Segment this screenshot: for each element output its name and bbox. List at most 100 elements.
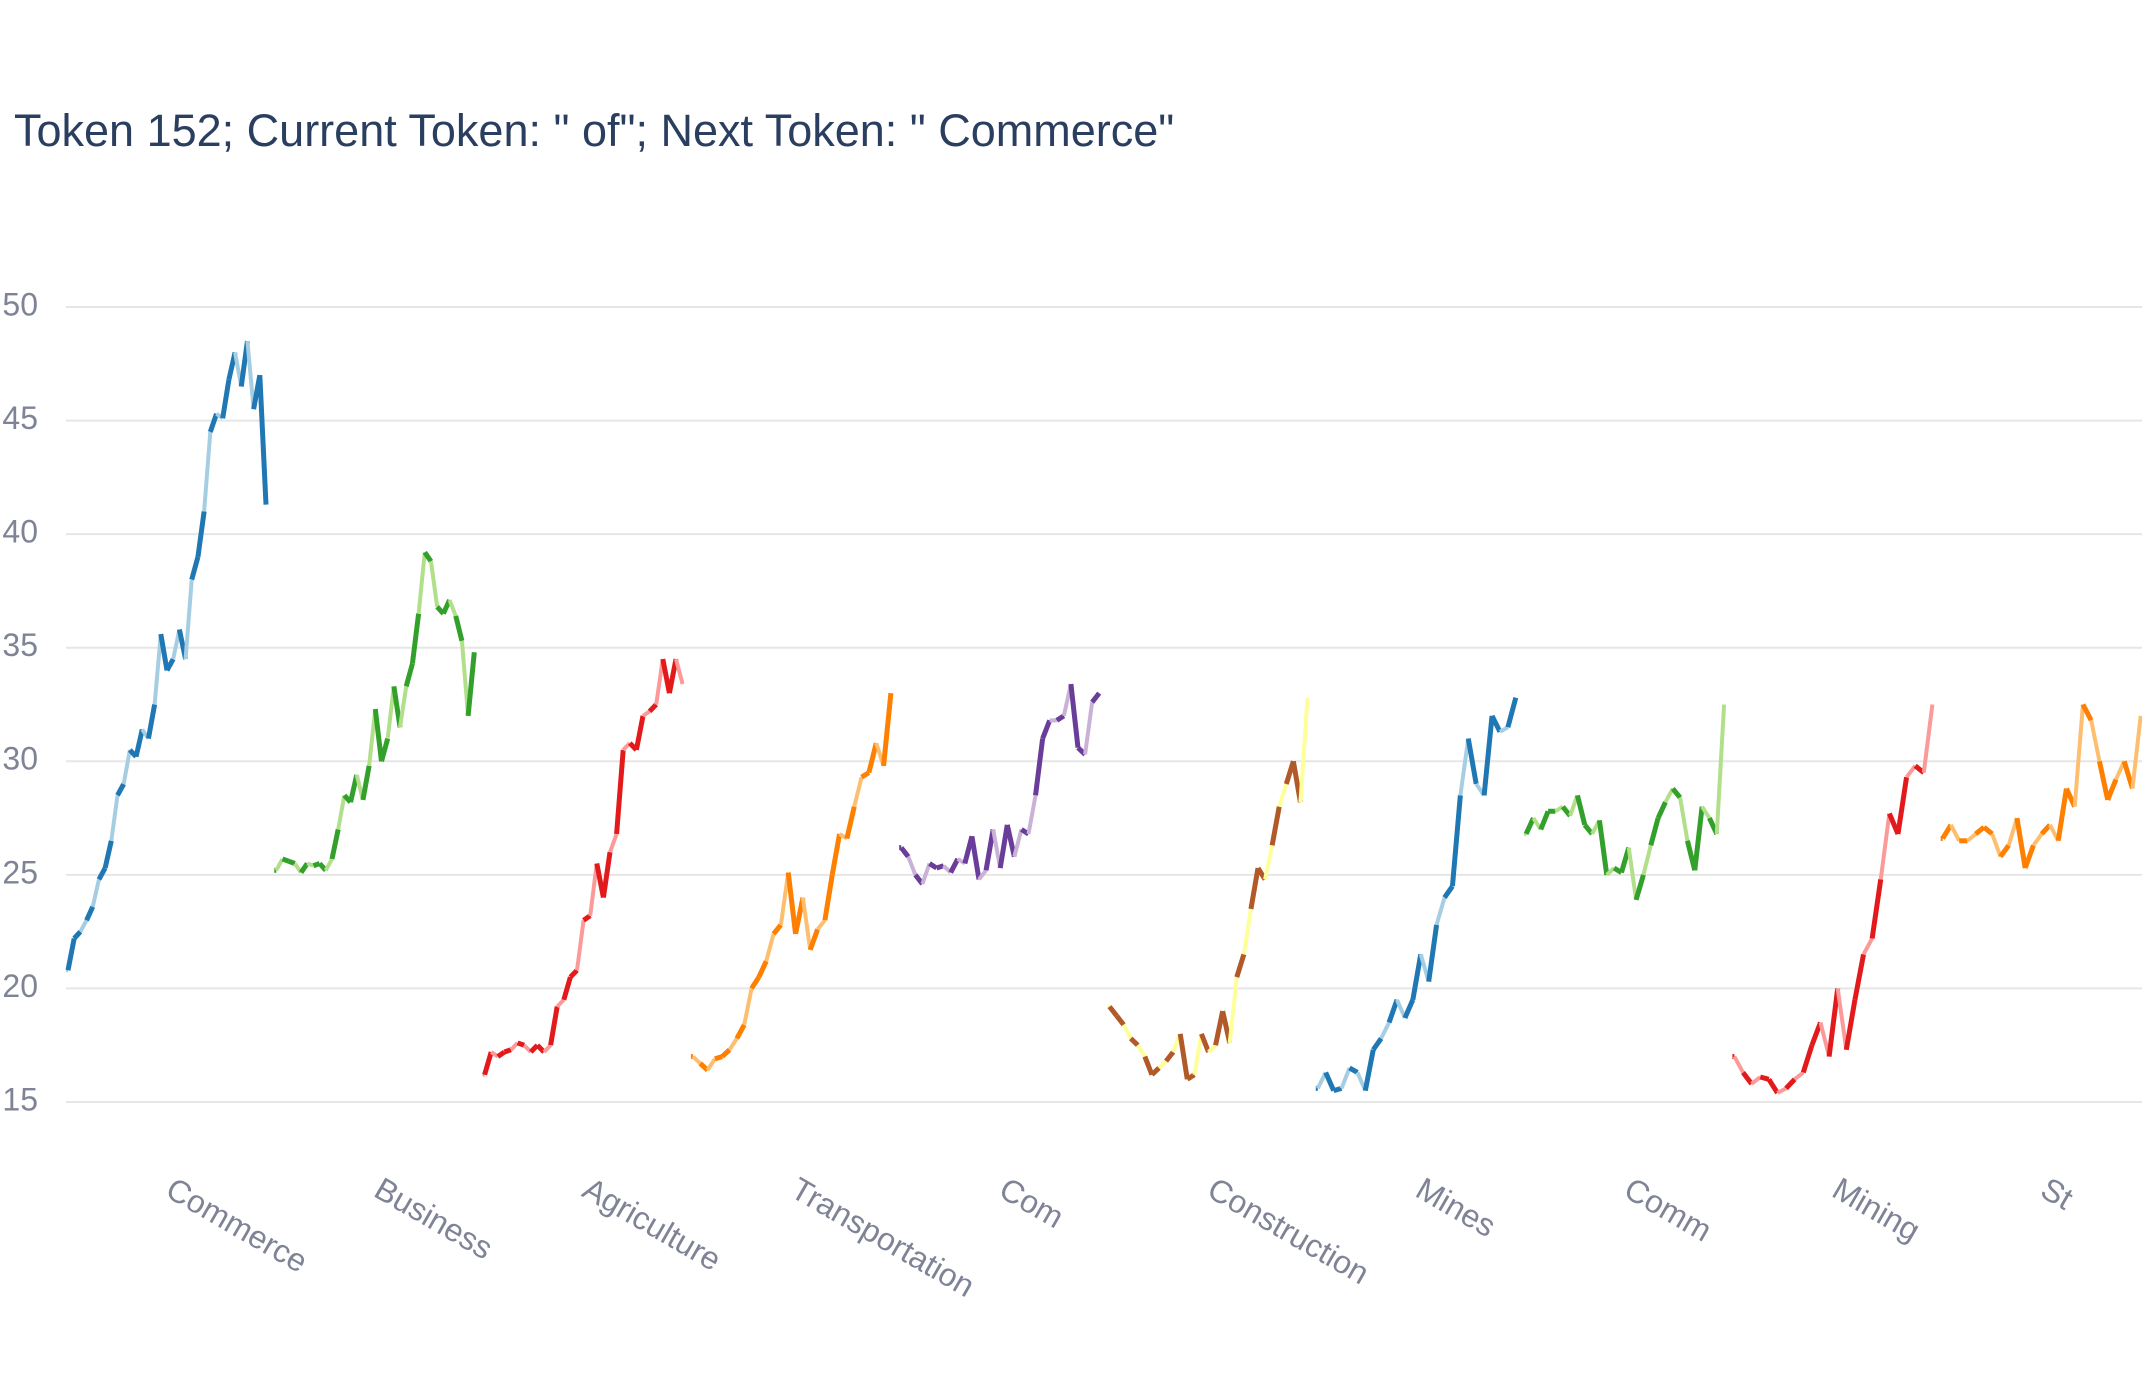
line-segment <box>2014 817 2028 869</box>
line-segment <box>287 858 296 866</box>
x-tick-label: Mines <box>1410 1170 1502 1244</box>
line-segment <box>1940 823 1954 840</box>
line-segment <box>447 599 458 617</box>
line-segment <box>453 615 465 642</box>
line-segment <box>844 806 857 840</box>
line-segment <box>183 579 194 660</box>
line-segment <box>403 662 415 687</box>
y-tick-label: 45 <box>2 400 38 436</box>
line-segment <box>1107 1005 1119 1018</box>
line-segment <box>207 412 219 433</box>
line-segment <box>1575 794 1588 826</box>
line-segment <box>1114 1014 1126 1027</box>
line-segment <box>691 1055 702 1065</box>
line-segment <box>647 702 658 714</box>
line-segment <box>1692 806 1705 871</box>
chart-title: Token 152; Current Token: " of"; Next To… <box>14 105 1174 156</box>
line-segment <box>1164 1050 1176 1063</box>
line-segment <box>969 835 982 880</box>
line-segment <box>429 561 440 608</box>
line-segment <box>1809 1021 1823 1047</box>
line-segment <box>633 715 646 751</box>
line-segment <box>329 828 341 860</box>
line-segment <box>1966 832 1977 843</box>
line-segment <box>78 919 89 933</box>
line-segment <box>96 866 108 881</box>
line-segment <box>1861 937 1874 956</box>
line-segment <box>1670 786 1683 800</box>
y-tick-label: 30 <box>2 741 38 777</box>
line-segment <box>1150 1066 1161 1077</box>
line-segment <box>1990 833 2003 858</box>
line-segment <box>1852 953 1866 1001</box>
line-segment <box>1489 714 1503 733</box>
line-segment <box>1410 953 1424 1001</box>
line-segment <box>881 692 894 767</box>
line-segment <box>1826 988 1841 1057</box>
line-segment <box>372 708 384 762</box>
line-segment <box>600 851 613 898</box>
line-segment <box>109 795 120 842</box>
line-segment <box>482 1051 494 1076</box>
line-segment <box>312 861 321 869</box>
line-segment <box>1199 1032 1211 1053</box>
line-segment <box>1626 847 1639 901</box>
line-segment <box>336 794 347 830</box>
line-segment <box>582 913 592 923</box>
line-segment <box>1323 1071 1336 1092</box>
line-segment <box>1227 976 1239 1044</box>
line-segment <box>641 709 651 718</box>
line-segment <box>2089 720 2102 762</box>
line-segment <box>1083 701 1095 755</box>
x-tick-label: Business <box>369 1170 499 1266</box>
line-segment <box>555 998 566 1008</box>
x-tick-label: Commerce <box>160 1170 314 1279</box>
line-segment <box>516 1040 526 1048</box>
line-segment <box>1949 823 1961 842</box>
line-segment <box>245 340 256 410</box>
line-segment <box>1678 797 1690 842</box>
line-segment <box>490 1050 499 1059</box>
line-segment <box>133 728 145 758</box>
y-tick-label: 25 <box>2 854 38 890</box>
line-segment <box>398 686 409 728</box>
line-segment <box>1136 1044 1147 1058</box>
line-segment <box>2031 832 2044 847</box>
line-segment <box>1157 1059 1168 1070</box>
line-segment <box>561 976 573 1001</box>
line-segment <box>391 685 403 728</box>
line-segment <box>1185 1072 1196 1082</box>
line-segment <box>1128 1036 1140 1048</box>
line-segment <box>2097 760 2111 801</box>
y-tick-label: 15 <box>2 1081 38 1117</box>
line-segment <box>1538 810 1551 831</box>
line-segment <box>2130 715 2142 789</box>
line-segment <box>1234 953 1247 978</box>
line-segment <box>298 862 310 874</box>
line-segment <box>1843 999 1858 1051</box>
line-segment <box>1426 924 1440 982</box>
line-segment <box>152 633 163 705</box>
line-segment <box>705 1057 717 1072</box>
line-segment <box>2022 844 2036 869</box>
line-segment <box>274 858 285 872</box>
line-segment <box>822 874 835 921</box>
line-segment <box>1348 1065 1359 1075</box>
line-segment <box>158 633 170 671</box>
line-segment <box>785 872 799 935</box>
line-segment <box>548 1006 560 1046</box>
line-segment <box>2105 778 2119 801</box>
line-segment <box>928 861 938 871</box>
line-segment <box>1362 1049 1376 1092</box>
line-segment <box>1339 1067 1352 1090</box>
line-segment <box>1869 879 1884 939</box>
line-segment <box>1998 843 2011 859</box>
line-segment <box>1714 704 1727 835</box>
line-segment <box>1759 1074 1770 1082</box>
line-segment <box>1835 988 1849 1051</box>
line-segment <box>1596 820 1610 876</box>
y-tick-label: 50 <box>2 286 38 322</box>
line-segment <box>568 968 579 979</box>
line-segment <box>614 749 626 835</box>
